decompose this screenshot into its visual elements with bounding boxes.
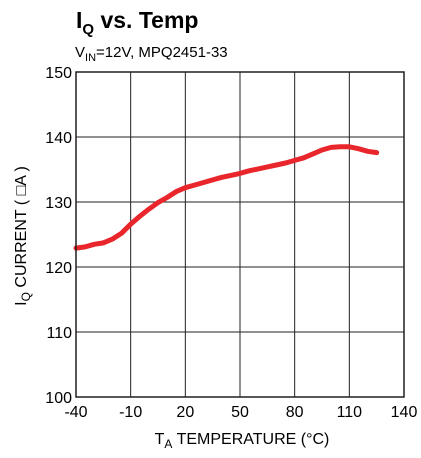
x-tick-label: 140 xyxy=(391,404,418,421)
x-axis-label: TA TEMPERATURE (°C) xyxy=(155,431,330,451)
grid-lines xyxy=(75,71,405,398)
chart-subtitle: VIN=12V, MPQ2451-33 xyxy=(75,44,228,64)
y-tick-label: 130 xyxy=(45,195,72,212)
x-tick-label: 20 xyxy=(176,404,194,421)
x-tick-label: 80 xyxy=(286,404,304,421)
plot-frame xyxy=(75,71,405,398)
y-tick-label: 150 xyxy=(45,65,72,82)
y-tick-label: 120 xyxy=(45,260,72,277)
x-tick-label: -40 xyxy=(64,404,87,421)
y-tick-label: 110 xyxy=(46,325,72,342)
x-tick-label: 110 xyxy=(337,404,363,421)
y-tick-label: 100 xyxy=(45,390,72,407)
x-tick-labels: -40 -10 20 50 80 110 140 xyxy=(64,404,417,421)
series-layer xyxy=(73,144,380,251)
x-tick-label: 50 xyxy=(231,404,249,421)
y-axis-label: IQ CURRENT ( □A ) xyxy=(13,166,33,306)
y-tick-labels: 100 110 120 130 140 150 xyxy=(45,65,72,407)
y-tick-label: 140 xyxy=(45,130,72,147)
series-line xyxy=(73,144,380,251)
chart-title: IQ vs. Temp xyxy=(76,7,198,38)
x-tick-label: -10 xyxy=(119,404,142,421)
